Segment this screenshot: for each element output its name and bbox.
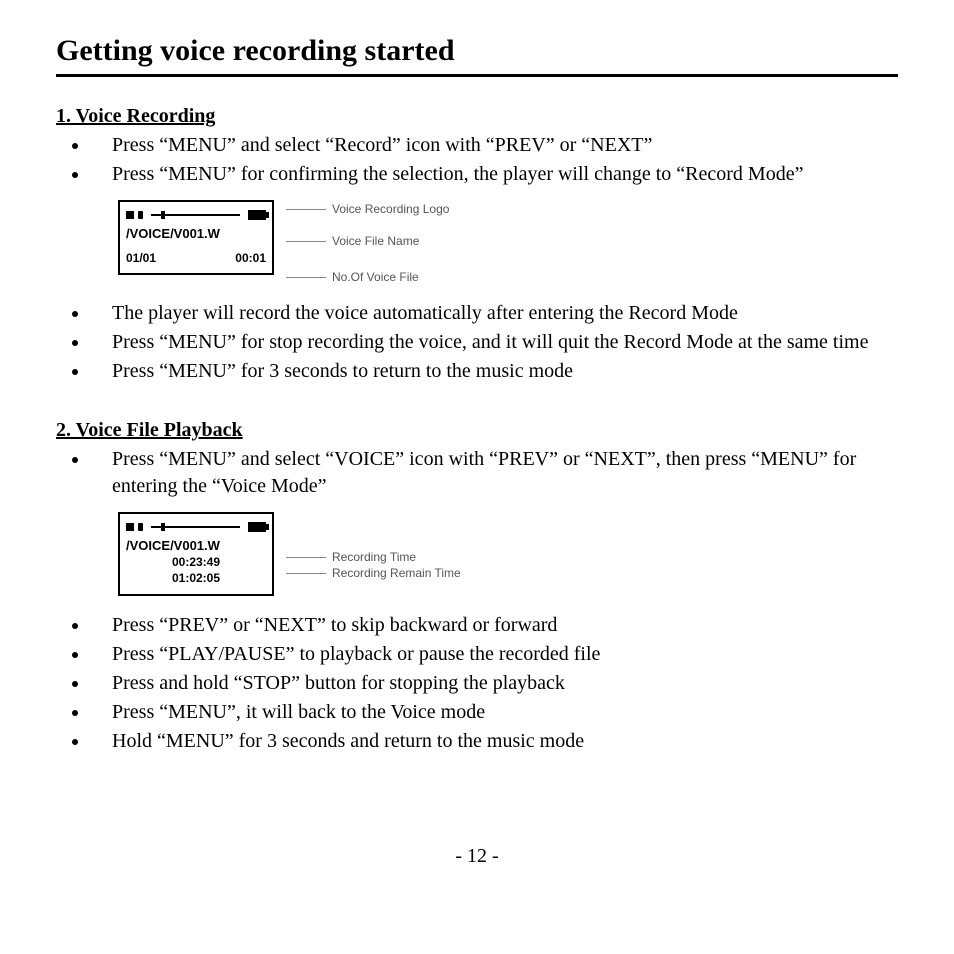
- figure-voice-mode: /VOICE/V001.W 00:23:49 01:02:05 Recordin…: [118, 512, 898, 596]
- list-item: Press “MENU”, it will back to the Voice …: [90, 699, 898, 726]
- stop-icon: [126, 211, 134, 219]
- section1-bullets-b: The player will record the voice automat…: [56, 300, 898, 385]
- label-count: No.Of Voice File: [332, 270, 419, 284]
- figure2-labels: Recording Time Recording Remain Time: [286, 512, 461, 580]
- speaker-icon: [138, 523, 143, 531]
- label-recording-time: Recording Time: [332, 550, 416, 564]
- label-logo: Voice Recording Logo: [332, 202, 449, 216]
- device-screen: /VOICE/V001.W 00:23:49 01:02:05: [118, 512, 274, 596]
- device-file-index: 01/01: [126, 251, 156, 265]
- section1-heading: 1. Voice Recording: [56, 105, 898, 128]
- list-item: Press “PREV” or “NEXT” to skip backward …: [90, 612, 898, 639]
- leader-line: [286, 241, 326, 242]
- label-filename: Voice File Name: [332, 234, 419, 248]
- list-item: Press “MENU” for 3 seconds to return to …: [90, 358, 898, 385]
- figure1-labels: Voice Recording Logo Voice File Name No.…: [286, 200, 449, 284]
- device-topbar: [126, 520, 266, 534]
- page-number: - 12 -: [56, 845, 898, 868]
- device-time: 00:01: [235, 251, 266, 265]
- title-underline: [56, 74, 898, 77]
- device-screen: /VOICE/V001.W 01/01 00:01: [118, 200, 274, 275]
- device-filename: /VOICE/V001.W: [126, 226, 266, 241]
- page-title: Getting voice recording started: [56, 34, 898, 68]
- section2-bullets-b: Press “PREV” or “NEXT” to skip backward …: [56, 612, 898, 755]
- stop-icon: [126, 523, 134, 531]
- leader-line: [286, 209, 326, 210]
- list-item: The player will record the voice automat…: [90, 300, 898, 327]
- volume-slider-icon: [151, 526, 240, 528]
- list-item: Press “MENU” for confirming the selectio…: [90, 161, 898, 188]
- list-item: Press “PLAY/PAUSE” to playback or pause …: [90, 641, 898, 668]
- leader-line: [286, 573, 326, 574]
- figure-record-mode: /VOICE/V001.W 01/01 00:01 Voice Recordin…: [118, 200, 898, 284]
- battery-icon: [248, 210, 266, 220]
- device-filename: /VOICE/V001.W: [126, 538, 266, 553]
- device-time-remain: 01:02:05: [126, 571, 266, 587]
- section1-bullets-a: Press “MENU” and select “Record” icon wi…: [56, 132, 898, 188]
- list-item: Press and hold “STOP” button for stoppin…: [90, 670, 898, 697]
- device-topbar: [126, 208, 266, 222]
- list-item: Press “MENU” for stop recording the voic…: [90, 329, 898, 356]
- battery-icon: [248, 522, 266, 532]
- volume-slider-icon: [151, 214, 240, 216]
- leader-line: [286, 277, 326, 278]
- speaker-icon: [138, 211, 143, 219]
- list-item: Hold “MENU” for 3 seconds and return to …: [90, 728, 898, 755]
- label-remain-time: Recording Remain Time: [332, 566, 461, 580]
- leader-line: [286, 557, 326, 558]
- device-time-elapsed: 00:23:49: [126, 555, 266, 571]
- section2-bullets-a: Press “MENU” and select “VOICE” icon wit…: [56, 446, 898, 500]
- list-item: Press “MENU” and select “Record” icon wi…: [90, 132, 898, 159]
- list-item: Press “MENU” and select “VOICE” icon wit…: [90, 446, 898, 500]
- section2-heading: 2. Voice File Playback: [56, 419, 898, 442]
